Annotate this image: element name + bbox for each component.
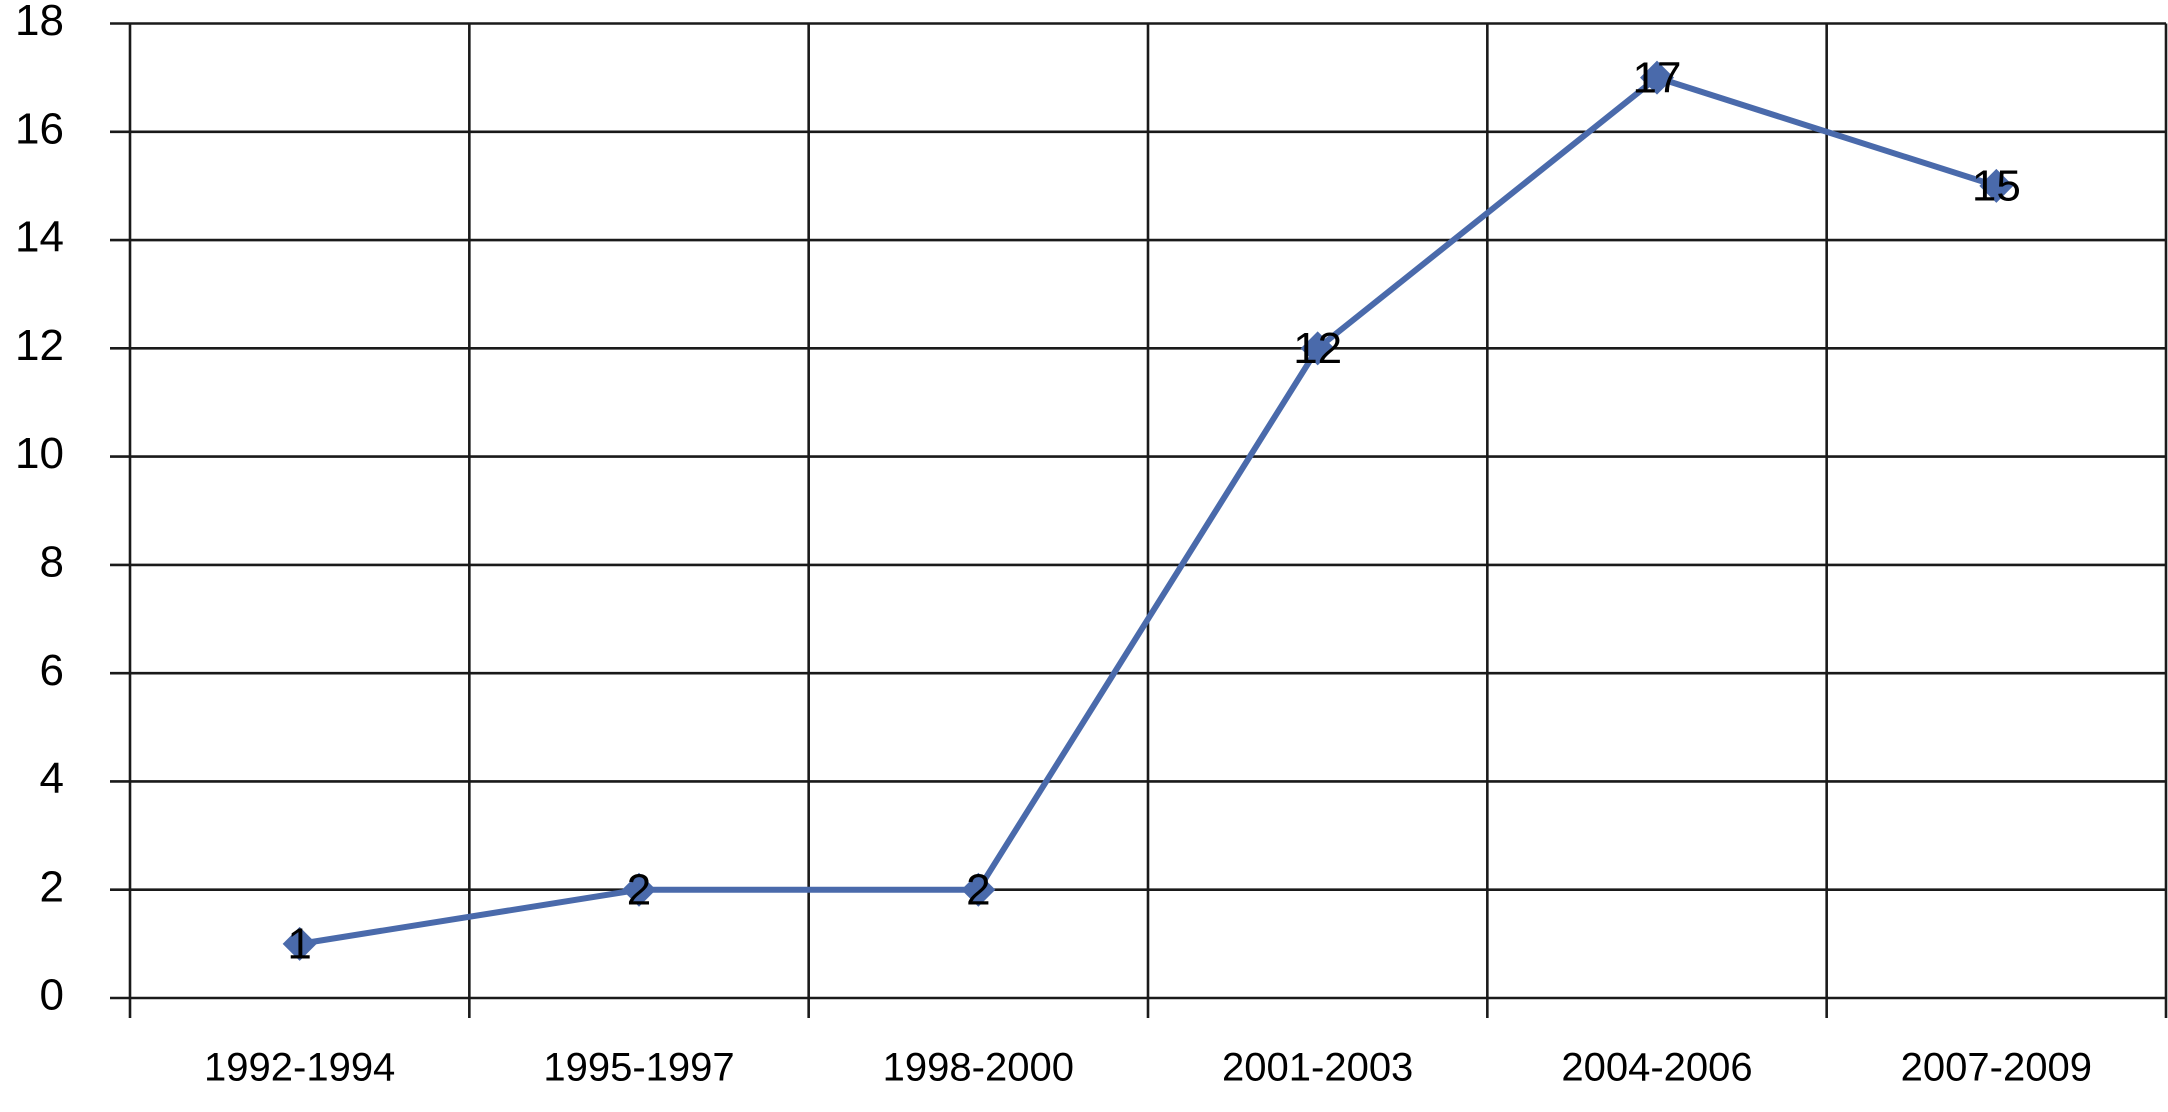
y-tick-label: 10 bbox=[15, 429, 64, 478]
y-tick-label: 8 bbox=[40, 538, 64, 587]
y-tick-label: 14 bbox=[15, 213, 64, 262]
data-label: 2 bbox=[627, 865, 651, 914]
data-point bbox=[622, 872, 656, 907]
data-label: 2 bbox=[966, 865, 990, 914]
x-tick-label: 2007-2009 bbox=[1901, 1046, 2092, 1090]
y-tick-label: 6 bbox=[40, 646, 64, 695]
data-label: 17 bbox=[1633, 53, 1682, 102]
y-tick-label: 0 bbox=[40, 971, 64, 1020]
data-point bbox=[282, 926, 317, 961]
y-tick-label: 2 bbox=[40, 862, 64, 911]
y-tick-label: 12 bbox=[15, 321, 64, 370]
data-point bbox=[961, 872, 996, 907]
x-tick-label: 1998-2000 bbox=[883, 1046, 1074, 1090]
x-tick-label: 1995-1997 bbox=[543, 1046, 734, 1090]
y-tick-label: 4 bbox=[40, 754, 64, 803]
data-label: 15 bbox=[1972, 162, 2021, 211]
x-tick-label: 2001-2003 bbox=[1222, 1046, 1413, 1090]
data-point bbox=[1640, 60, 1674, 95]
x-tick-label: 1992-1994 bbox=[204, 1046, 395, 1090]
data-point bbox=[1979, 168, 2014, 203]
y-tick-label: 16 bbox=[15, 104, 64, 153]
data-label: 1 bbox=[287, 919, 311, 968]
y-tick-label: 18 bbox=[15, 0, 64, 45]
x-tick-label: 2004-2006 bbox=[1561, 1046, 1752, 1090]
data-point bbox=[1300, 331, 1335, 366]
data-line bbox=[299, 74, 1998, 947]
data-label: 12 bbox=[1293, 324, 1342, 373]
